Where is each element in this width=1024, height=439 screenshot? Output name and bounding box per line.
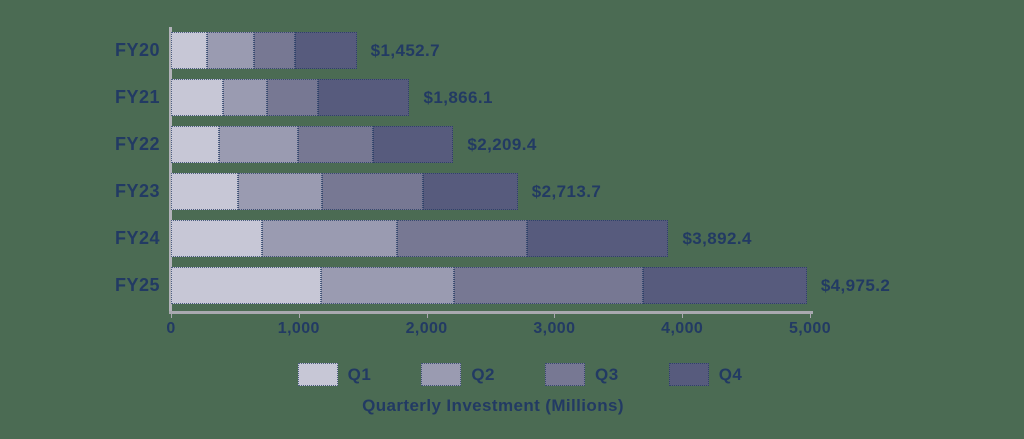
bar-segment-q4-fy20 bbox=[294, 32, 357, 69]
bar-segment-q1-fy20 bbox=[171, 32, 207, 69]
bar-segment-q2-fy25 bbox=[321, 267, 454, 304]
legend-swatch-q1 bbox=[297, 363, 338, 386]
total-value-label-fy21: $1,866.1 bbox=[423, 88, 493, 107]
total-value-label-fy24: $3,892.4 bbox=[682, 229, 752, 248]
x-axis-tick-mark bbox=[171, 314, 172, 318]
bar-segment-q3-fy24 bbox=[396, 220, 527, 257]
category-label-fy21: FY21 bbox=[114, 87, 160, 107]
total-value-label-fy25: $4,975.2 bbox=[820, 276, 891, 295]
legend-label-q2: Q2 bbox=[471, 364, 495, 384]
bar-segment-q2-fy24 bbox=[261, 220, 397, 257]
bar-segment-q4-fy21 bbox=[317, 79, 410, 116]
x-axis-tick-label-3000: 3,000 bbox=[533, 320, 576, 337]
total-value-label-fy20: $1,452.7 bbox=[370, 41, 441, 60]
bar-segment-q2-fy23 bbox=[237, 173, 322, 210]
legend-label-q1: Q1 bbox=[347, 364, 372, 384]
x-axis-tick-mark bbox=[810, 314, 811, 318]
chart-title: Quarterly Investment (Millions) bbox=[362, 396, 624, 415]
total-value-label-fy22: $2,209.4 bbox=[467, 135, 537, 154]
x-axis-line bbox=[169, 311, 813, 314]
x-axis-tick-mark bbox=[554, 314, 556, 318]
x-axis-tick-label-0: 0 bbox=[166, 320, 176, 337]
x-axis-tick-mark bbox=[426, 314, 428, 318]
bar-segment-q3-fy20 bbox=[253, 32, 295, 69]
legend-item-q1: Q1 bbox=[297, 363, 372, 386]
legend-swatch-q3 bbox=[545, 363, 585, 386]
bar-segment-q2-fy21 bbox=[222, 79, 268, 116]
total-value-label-fy23: $2,713.7 bbox=[531, 182, 602, 201]
legend-swatch-q2 bbox=[421, 363, 462, 386]
legend-label-q4: Q4 bbox=[718, 364, 743, 384]
bar-segment-q1-fy24 bbox=[171, 220, 262, 257]
y-axis-line bbox=[169, 27, 172, 314]
x-axis-tick-label-2000: 2,000 bbox=[405, 320, 448, 337]
category-label-fy20: FY20 bbox=[114, 40, 160, 60]
x-axis-tick-mark bbox=[682, 314, 684, 318]
bar-segment-q1-fy25 bbox=[171, 267, 322, 304]
legend: Q1 Q2 Q3 Q4 bbox=[240, 363, 800, 386]
legend-label-q3: Q3 bbox=[595, 364, 619, 384]
bar-segment-q1-fy21 bbox=[171, 79, 223, 116]
legend-item-q4: Q4 bbox=[668, 363, 743, 386]
legend-swatch-q4 bbox=[668, 363, 709, 386]
bar-segment-q4-fy22 bbox=[373, 126, 454, 163]
bar-segment-q4-fy24 bbox=[526, 220, 669, 257]
bar-segment-q4-fy23 bbox=[422, 173, 518, 210]
x-axis-tick-label-4000: 4,000 bbox=[661, 320, 704, 337]
category-label-fy24: FY24 bbox=[114, 228, 160, 248]
bar-segment-q4-fy25 bbox=[642, 267, 807, 304]
bar-segment-q1-fy23 bbox=[171, 173, 238, 210]
category-label-fy23: FY23 bbox=[114, 181, 160, 201]
x-axis-tick-mark bbox=[298, 314, 300, 318]
legend-item-q3: Q3 bbox=[545, 363, 619, 386]
category-label-fy22: FY22 bbox=[114, 134, 160, 154]
legend-item-q2: Q2 bbox=[421, 363, 495, 386]
bar-segment-q3-fy22 bbox=[298, 126, 374, 163]
bar-segment-q3-fy25 bbox=[453, 267, 643, 304]
x-axis-tick-label-1000: 1,000 bbox=[277, 320, 320, 337]
bar-segment-q3-fy23 bbox=[321, 173, 423, 210]
bar-segment-q3-fy21 bbox=[267, 79, 318, 116]
x-axis-tick-label-5000: 5,000 bbox=[788, 320, 832, 337]
bar-segment-q2-fy20 bbox=[206, 32, 254, 69]
bar-segment-q2-fy22 bbox=[219, 126, 299, 163]
category-label-fy25: FY25 bbox=[114, 275, 160, 295]
bar-segment-q1-fy22 bbox=[171, 126, 220, 163]
